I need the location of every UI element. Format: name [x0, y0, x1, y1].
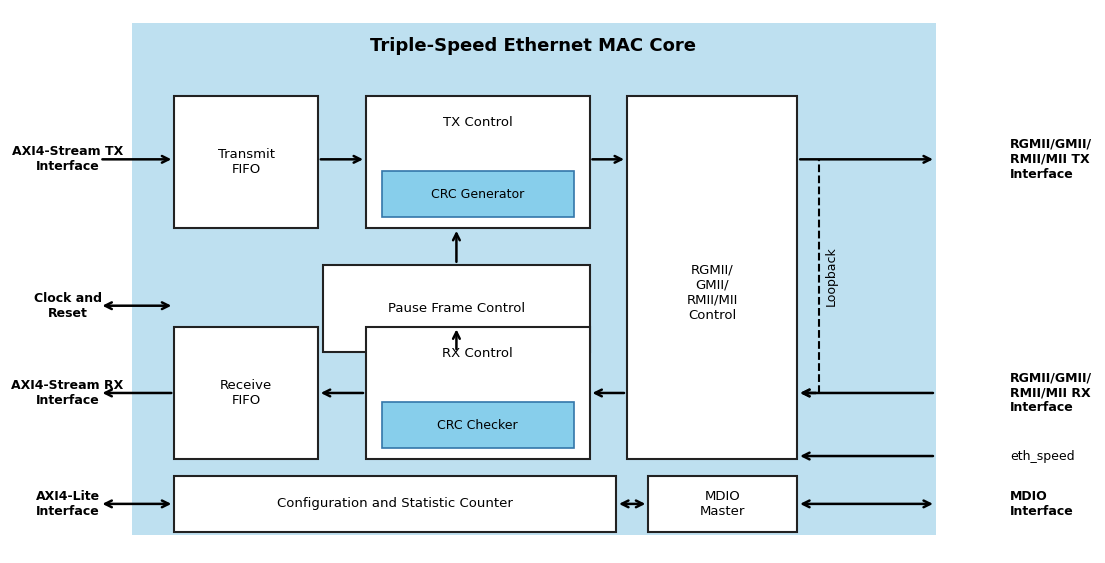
Text: CRC Generator: CRC Generator [431, 188, 525, 201]
Bar [175, 476, 617, 532]
Bar [131, 23, 936, 535]
Text: AXI4-Stream TX
Interface: AXI4-Stream TX Interface [12, 145, 124, 173]
Bar [381, 402, 573, 448]
Text: RGMII/
GMII/
RMII/MII
Control: RGMII/ GMII/ RMII/MII Control [686, 263, 738, 322]
Text: RGMII/GMII/
RMII/MII TX
Interface: RGMII/GMII/ RMII/MII TX Interface [1010, 138, 1093, 181]
Text: Receive
FIFO: Receive FIFO [220, 379, 272, 406]
Bar [366, 327, 590, 459]
Bar [324, 265, 590, 352]
Bar [366, 96, 590, 228]
Text: Transmit
FIFO: Transmit FIFO [218, 148, 274, 176]
Text: eth_speed: eth_speed [1010, 449, 1075, 463]
Text: AXI4-Lite
Interface: AXI4-Lite Interface [35, 490, 99, 518]
Text: Clock and
Reset: Clock and Reset [33, 292, 102, 320]
Bar [649, 476, 798, 532]
Text: RX Control: RX Control [442, 346, 513, 360]
Text: MDIO
Master: MDIO Master [701, 490, 746, 518]
Bar [381, 171, 573, 217]
Text: TX Control: TX Control [443, 115, 513, 129]
Text: Pause Frame Control: Pause Frame Control [388, 302, 525, 315]
Text: Triple-Speed Ethernet MAC Core: Triple-Speed Ethernet MAC Core [370, 37, 696, 55]
Bar [627, 96, 798, 459]
Text: Loopback: Loopback [825, 246, 838, 306]
Text: AXI4-Stream RX
Interface: AXI4-Stream RX Interface [11, 379, 124, 407]
Text: MDIO
Interface: MDIO Interface [1010, 490, 1074, 518]
Text: RGMII/GMII/
RMII/MII RX
Interface: RGMII/GMII/ RMII/MII RX Interface [1010, 372, 1093, 414]
Text: CRC Checker: CRC Checker [438, 419, 518, 432]
Bar [175, 327, 318, 459]
Bar [175, 96, 318, 228]
Text: Configuration and Statistic Counter: Configuration and Statistic Counter [277, 497, 513, 511]
